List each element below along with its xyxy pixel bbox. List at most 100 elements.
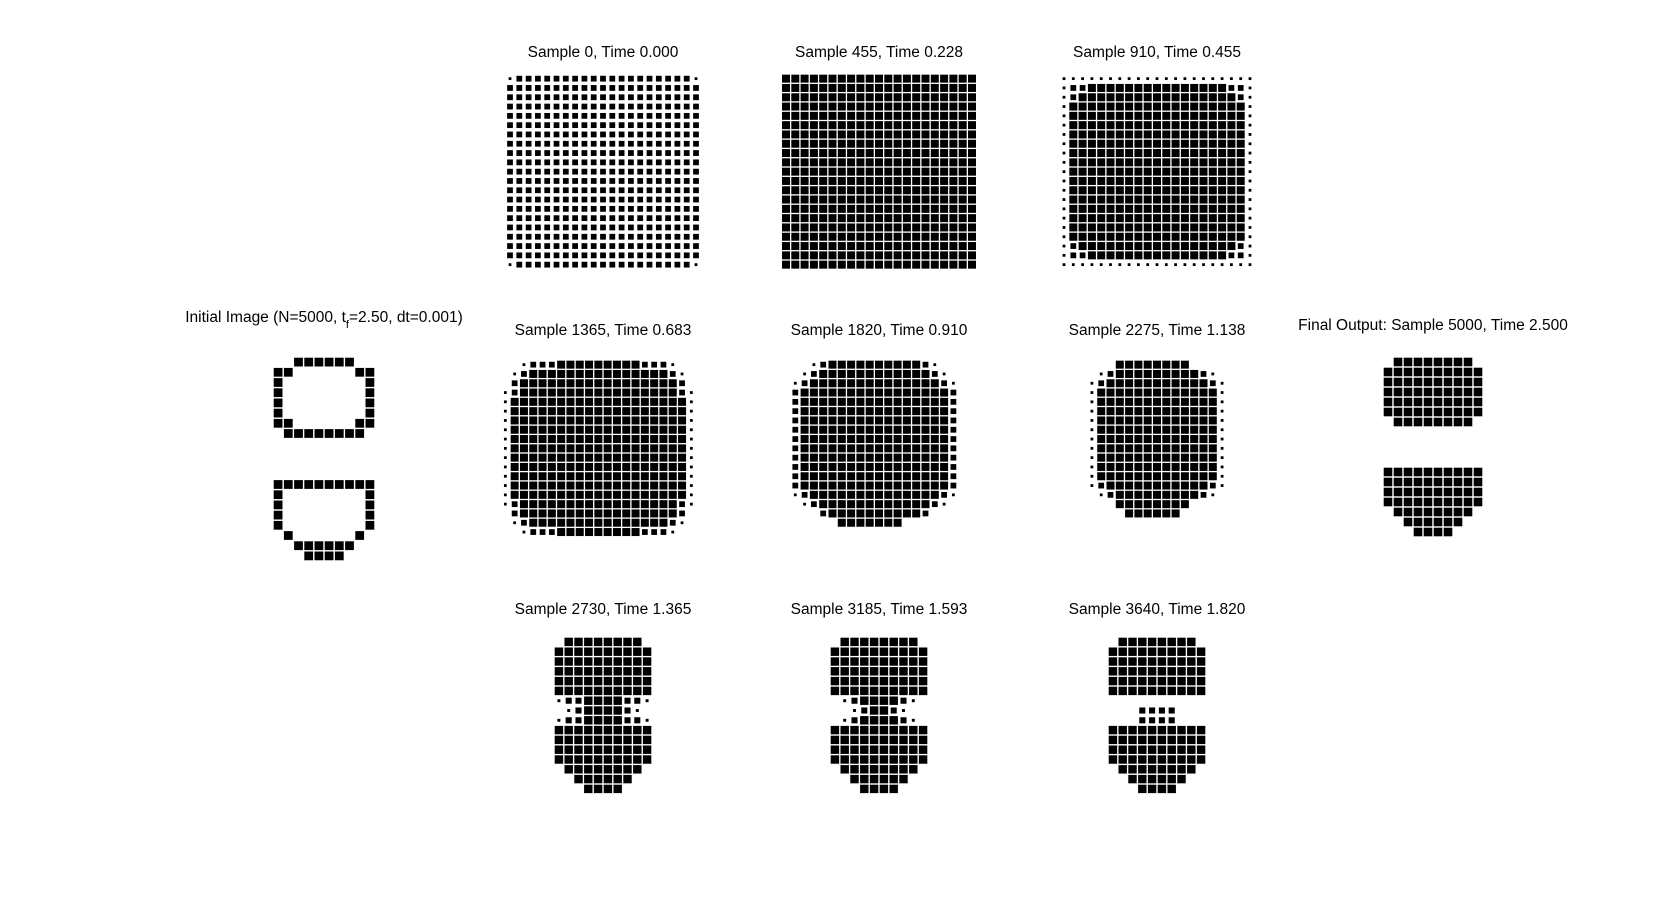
pixel-cell: [562, 168, 569, 175]
pixel-cell: [585, 500, 594, 509]
pixel-cell: [875, 158, 883, 167]
pixel-cell: [899, 755, 908, 764]
pixel-cell: [544, 103, 551, 110]
pixel-cell: [655, 261, 662, 268]
pixel-cell: [940, 481, 949, 490]
pixel-cell: [1070, 243, 1077, 249]
pixel-cell: [1147, 637, 1157, 647]
pixel-cell: [674, 215, 681, 222]
pixel-cell: [650, 407, 659, 416]
pixel-cell: [902, 111, 911, 120]
pixel-cell: [273, 378, 283, 387]
pixel-cell: [865, 500, 874, 509]
pixel-cell: [930, 462, 939, 471]
pixel-cell: [1097, 130, 1106, 139]
pixel-cell: [1153, 139, 1161, 148]
pixel-cell: [593, 686, 603, 696]
pixel-cell: [650, 500, 659, 509]
pixel-cell: [1177, 765, 1186, 774]
pixel-cell: [837, 369, 846, 378]
pixel-cell: [593, 706, 603, 715]
pixel-cell: [856, 416, 865, 425]
pixel-cell: [581, 196, 588, 203]
pixel-cell: [535, 205, 541, 212]
pixel-cell: [1062, 160, 1066, 164]
pixel-cell: [547, 481, 556, 490]
pixel-cell: [1153, 232, 1161, 241]
pixel-cell: [693, 215, 699, 222]
pixel-cell: [968, 242, 976, 251]
pixel-cell: [618, 150, 625, 156]
pixel-cell: [637, 178, 644, 184]
pixel-cell: [1115, 369, 1124, 378]
pixel-cell: [1383, 367, 1393, 377]
pixel-cell: [921, 130, 930, 139]
pixel-cell: [659, 472, 668, 481]
pixel-cell: [830, 667, 840, 676]
pixel-cell: [633, 725, 642, 735]
pixel-cell: [584, 657, 593, 666]
pixel-cell: [1125, 397, 1134, 406]
pixel-cell: [875, 251, 883, 260]
pixel-cell: [538, 481, 547, 490]
pixel-cell: [865, 186, 874, 195]
pixel-cell: [791, 260, 800, 269]
pixel-cell: [930, 149, 939, 158]
pixel-cell: [574, 676, 583, 686]
pixel-cell: [1180, 369, 1189, 378]
pixel-cell: [655, 187, 662, 194]
pixel-cell: [622, 500, 631, 509]
pixel-cell: [1099, 372, 1103, 376]
pixel-cell: [665, 224, 671, 231]
pixel-cell: [674, 252, 681, 259]
pixel-cell: [1413, 407, 1423, 417]
pixel-cell: [968, 260, 976, 269]
pixel-cell: [958, 251, 967, 260]
pixel-cell: [600, 103, 606, 110]
pixel-cell: [889, 725, 898, 735]
pixel-cell: [837, 416, 846, 425]
pixel-cell: [958, 158, 967, 167]
pixel-cell: [1090, 400, 1094, 404]
pixel-cell: [853, 709, 856, 712]
pixel-cell: [949, 158, 958, 167]
pixel-cell: [828, 379, 837, 388]
pixel-cell: [612, 388, 621, 397]
pixel-cell: [1171, 444, 1180, 453]
pixel-cell: [875, 149, 883, 158]
pixel-cell: [1062, 151, 1066, 155]
pixel-cell: [1118, 667, 1127, 676]
pixel-cell: [837, 251, 846, 260]
pixel-cell: [791, 139, 800, 148]
pixel-cell: [1125, 453, 1134, 462]
pixel-cell: [603, 425, 612, 434]
pixel-cell: [553, 112, 560, 119]
pixel-cell: [1473, 387, 1483, 397]
pixel-cell: [674, 168, 681, 175]
pixel-cell: [912, 481, 921, 490]
pixel-cell: [1237, 252, 1244, 259]
pixel-cell: [837, 83, 846, 92]
pixel-cell: [930, 111, 939, 120]
pixel-cell: [575, 425, 584, 434]
pixel-cell: [1248, 142, 1252, 146]
pixel-cell: [884, 251, 893, 260]
pixel-cell: [921, 500, 930, 509]
pixel-cell: [1153, 93, 1161, 102]
pixel-cell: [819, 149, 828, 158]
pixel-cell: [922, 361, 929, 368]
pixel-cell: [791, 214, 800, 223]
pixel-cell: [566, 481, 575, 490]
pixel-cell: [921, 379, 930, 388]
pixel-cell: [622, 369, 631, 378]
pixel-cell: [1167, 784, 1176, 794]
pixel-cell: [623, 676, 632, 686]
pixel-cell: [800, 242, 809, 251]
pixel-cell: [875, 472, 883, 481]
pixel-cell: [1190, 83, 1199, 92]
pixel-cell: [1138, 765, 1147, 774]
pixel-cell: [674, 122, 681, 129]
pixel-cell: [1403, 407, 1413, 417]
pixel-cell: [689, 484, 693, 487]
pixel-cell: [1190, 204, 1199, 213]
